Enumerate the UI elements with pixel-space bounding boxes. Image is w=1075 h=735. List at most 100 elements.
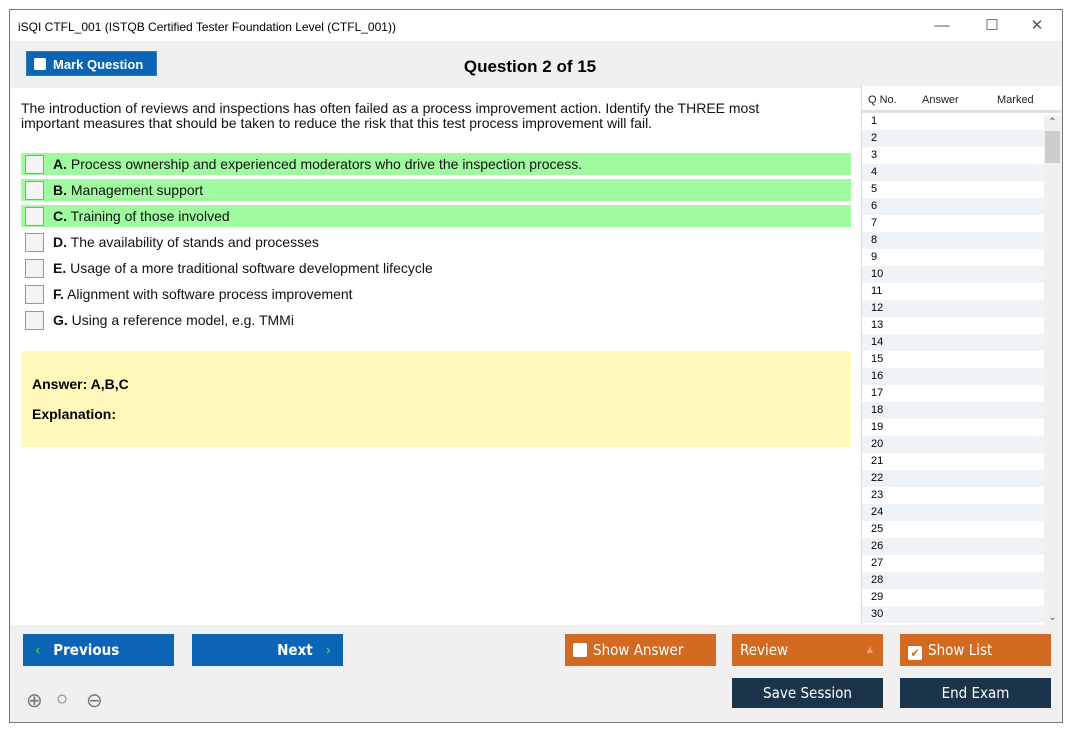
option-b[interactable]: B. Management support [21, 179, 851, 201]
list-row[interactable]: 21 [871, 455, 884, 467]
minimize-button[interactable]: — [934, 17, 950, 34]
list-row[interactable]: 12 [862, 300, 1044, 317]
list-row[interactable]: 13 [871, 319, 884, 331]
list-row[interactable]: 24 [862, 504, 1044, 521]
show-list-label: Show List [928, 641, 993, 659]
show-answer-button[interactable]: Show Answer [565, 634, 716, 666]
option-text: B. Management support [53, 182, 203, 198]
chevron-left-icon: ‹ [35, 641, 41, 659]
window-title: iSQI CTFL_001 (ISTQB Certified Tester Fo… [18, 20, 396, 34]
list-row[interactable]: 18 [862, 402, 1044, 419]
option-letter: A. [53, 156, 67, 172]
list-row[interactable]: 14 [862, 334, 1044, 351]
mark-question-label: Mark Question [53, 57, 144, 72]
option-label: Process ownership and experienced modera… [67, 156, 583, 172]
list-row[interactable]: 16 [862, 368, 1044, 385]
option-c[interactable]: C. Training of those involved [21, 205, 851, 227]
header-marked: Marked [997, 94, 1034, 106]
list-row[interactable]: 26 [862, 538, 1044, 555]
list-row[interactable]: 17 [871, 387, 884, 399]
list-row[interactable]: 11 [871, 285, 883, 297]
list-row[interactable]: 30 [862, 606, 1044, 623]
option-letter: F. [53, 286, 64, 302]
list-row[interactable]: 2 [862, 130, 1044, 147]
zoom-reset-icon[interactable]: ○ [56, 688, 69, 710]
option-letter: C. [53, 208, 67, 224]
list-row[interactable]: 25 [871, 523, 884, 535]
option-checkbox[interactable] [25, 181, 44, 200]
list-row[interactable]: 8 [862, 232, 1044, 249]
next-label: Next [277, 641, 313, 659]
list-row[interactable]: 27 [871, 557, 884, 569]
list-scrollbar[interactable]: ⌃ ⌄ [1044, 116, 1061, 625]
zoom-in-icon[interactable]: ⊕ [26, 690, 43, 712]
list-row[interactable]: 1 [871, 115, 878, 127]
list-row[interactable]: 20 [862, 436, 1044, 453]
option-label: Management support [67, 182, 204, 198]
option-letter: E. [53, 260, 67, 276]
end-exam-button[interactable]: End Exam [900, 678, 1051, 708]
option-f[interactable]: F. Alignment with software process impro… [21, 283, 851, 305]
show-list-checkbox[interactable]: ✔ [908, 646, 922, 660]
option-label: Alignment with software process improvem… [63, 286, 353, 302]
option-label: Training of those involved [67, 208, 230, 224]
option-e[interactable]: E. Usage of a more traditional software … [21, 257, 851, 279]
list-row[interactable]: 6 [862, 198, 1044, 215]
header-qno: Q No. [868, 94, 897, 106]
list-row[interactable]: 3 [871, 149, 878, 161]
option-d[interactable]: D. The availability of stands and proces… [21, 231, 851, 253]
close-button[interactable]: ✕ [1030, 17, 1044, 34]
list-row[interactable]: 19 [871, 421, 884, 433]
previous-button[interactable]: ‹ Previous [23, 634, 174, 666]
list-row[interactable]: 4 [862, 164, 1044, 181]
option-letter: B. [53, 182, 67, 198]
question-text: The introduction of reviews and inspecti… [21, 100, 760, 131]
save-session-button[interactable]: Save Session [732, 678, 883, 708]
list-row[interactable]: 5 [871, 183, 878, 195]
list-row[interactable]: 10 [862, 266, 1044, 283]
list-row[interactable]: 23 [871, 489, 884, 501]
scroll-thumb[interactable] [1045, 131, 1060, 163]
option-checkbox[interactable] [25, 285, 44, 304]
previous-label: Previous [53, 641, 120, 659]
option-text: C. Training of those involved [53, 208, 230, 224]
answer-text: Answer: A,B,C [32, 376, 129, 392]
show-answer-checkbox[interactable] [573, 643, 587, 657]
scroll-down-icon[interactable]: ⌄ [1048, 612, 1057, 623]
option-label: Usage of a more traditional software dev… [66, 260, 433, 276]
list-row[interactable]: 9 [871, 251, 878, 263]
option-g[interactable]: G. Using a reference model, e.g. TMMi [21, 309, 851, 331]
option-letter: D. [53, 234, 67, 250]
chevron-right-icon: › [325, 641, 331, 659]
option-label: Using a reference model, e.g. TMMi [67, 312, 294, 328]
answer-box: Answer: A,B,C Explanation: [21, 351, 851, 447]
show-answer-label: Show Answer [593, 641, 684, 659]
mark-checkbox[interactable] [34, 58, 46, 70]
app-window: iSQI CTFL_001 (ISTQB Certified Tester Fo… [9, 9, 1063, 723]
zoom-out-icon[interactable]: ⊖ [86, 690, 103, 712]
question-list: Q No. Answer Marked 1 2 3 4 5 6 7 8 9 10 11 12 13 14 1… [861, 86, 1061, 625]
list-row[interactable]: 22 [862, 470, 1044, 487]
next-button[interactable]: Next › [192, 634, 343, 666]
option-checkbox[interactable] [25, 155, 44, 174]
explanation-label: Explanation: [32, 406, 117, 422]
list-row[interactable]: 7 [871, 217, 878, 229]
scroll-up-icon[interactable]: ⌃ [1048, 117, 1057, 128]
option-text: G. Using a reference model, e.g. TMMi [53, 312, 294, 328]
option-checkbox[interactable] [25, 233, 44, 252]
list-row[interactable]: 15 [871, 353, 884, 365]
option-letter: G. [53, 312, 68, 328]
option-checkbox[interactable] [25, 311, 44, 330]
option-a[interactable]: A. Process ownership and experienced mod… [21, 153, 851, 175]
show-list-button[interactable]: ✔ Show List [900, 634, 1051, 666]
option-checkbox[interactable] [25, 207, 44, 226]
list-row[interactable]: 28 [862, 572, 1044, 589]
option-text: D. The availability of stands and proces… [53, 234, 319, 250]
maximize-button[interactable]: ☐ [985, 17, 999, 34]
review-dropdown[interactable]: Review ▲ [732, 634, 883, 666]
list-row[interactable]: 29 [871, 591, 884, 603]
title-bar: iSQI CTFL_001 (ISTQB Certified Tester Fo… [10, 10, 1062, 41]
mark-question-button[interactable]: Mark Question [26, 51, 157, 76]
option-checkbox[interactable] [25, 259, 44, 278]
question-title: Question 2 of 15 [463, 57, 597, 76]
